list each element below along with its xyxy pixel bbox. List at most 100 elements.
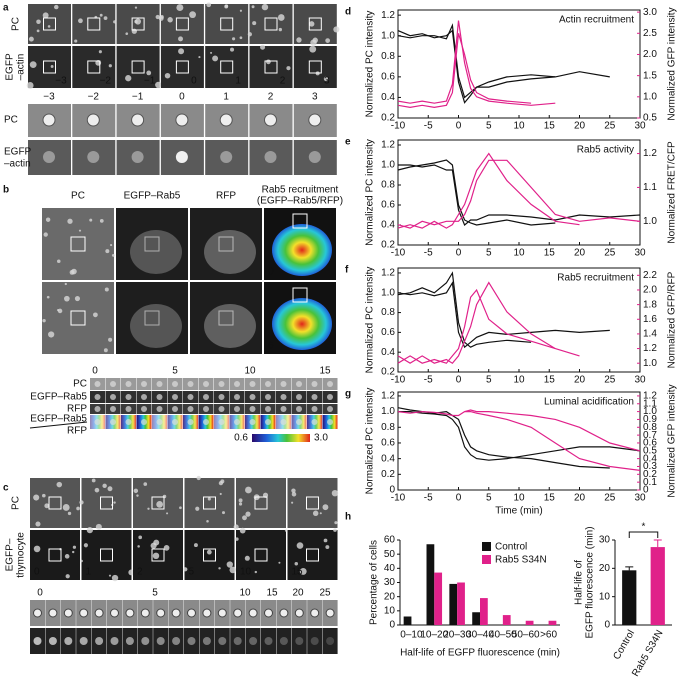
cell-spot [108,337,113,342]
cell-spot [56,481,63,488]
frame-label: 0 [191,76,197,87]
y-axis-label: Normalized PC intensity [365,388,376,495]
y-tick-label: 0.4 [381,92,395,103]
cell-spot [42,318,46,323]
vesicle [249,419,256,425]
vesicle [234,381,240,387]
roi-box [100,496,113,510]
y2-tick-label: 2.2 [643,270,657,281]
frame-label: 2 [137,567,143,578]
cell-spot [179,506,182,510]
annotation: Luminal acidification [544,397,634,408]
vesicle [94,419,101,425]
frame-label: −2 [100,76,112,87]
cell-spot [261,3,269,11]
vesicle [264,608,273,618]
row-label: EGFP [5,53,16,81]
frame-label: 1 [235,76,241,87]
x-tick-label: -5 [424,375,433,386]
vesicle [172,419,178,425]
vesicle [125,419,132,425]
micrograph [72,4,116,44]
trace [397,281,556,364]
x-tick-label: 40–50 [489,630,517,641]
vesicle [156,419,163,425]
vesicle [33,608,42,618]
vesicle [42,113,56,127]
y-axis-label: EGFP fluorescence (min) [585,526,596,638]
time-label: 1 [223,92,229,103]
trace [397,159,641,229]
roi-box [220,17,234,31]
x-tick-label: 30 [634,493,646,504]
cell-body [130,230,182,274]
vesicle [79,637,88,645]
cell-spot [103,348,108,353]
column-header: Rab5 recruitment [262,185,339,196]
vesicle [141,394,147,400]
frame-label: −1 [144,76,156,87]
cell-spot [308,21,315,27]
vesicle [219,113,233,127]
bar [457,582,465,625]
vesicle [172,381,178,387]
time-label: 10 [239,588,251,599]
cell-spot [163,545,170,551]
micrograph [30,530,80,580]
y2-axis-label: Normalized FRET/CFP [667,141,678,244]
x-axis-label: Half-life of EGFP fluorescence (min) [400,648,560,659]
cell-spot [35,521,41,527]
vesicle [234,419,240,425]
vesicle [308,113,322,127]
vesicle [280,394,287,400]
bar [472,612,480,625]
y-tick-label: 1.2 [381,391,395,402]
x-tick-label: 20–30 [443,630,471,641]
micrograph [42,208,114,280]
vesicle [327,394,333,400]
vesicle [265,381,271,387]
y2-tick-label: 0 [643,485,649,496]
cell-spot [133,488,139,494]
y-tick-label: 0.2 [381,113,395,124]
x-tick-label: -10 [391,248,406,259]
cell-spot [296,542,304,549]
y2-axis-label: Normalized GFP intensity [667,7,678,120]
x-tick-label: -10 [391,493,406,504]
cell-spot [93,312,98,318]
cell-spot [67,218,73,224]
x-tick-label: 30 [634,248,646,259]
cell-spot [226,561,233,568]
vesicle [280,381,287,387]
legend-label: Rab5 S34N [495,555,547,566]
cell-spot [235,537,239,541]
roi-box [48,548,62,562]
trace [464,409,641,452]
cell-spot [284,529,287,532]
micrograph [81,530,132,580]
trace [397,288,580,364]
vesicle [264,637,273,645]
cell-spot [29,61,37,69]
cell-spot [125,32,129,36]
cell-spot [193,543,198,548]
y-tick-label: 40 [384,563,396,574]
cell-spot [334,521,338,525]
cell-spot [232,37,236,41]
cell-body [204,230,256,274]
cell-spot [43,232,48,237]
cell-spot [125,75,132,82]
cell-spot [196,475,201,481]
roi-box [292,287,308,303]
x-tick-label: 25 [604,121,616,132]
vesicle [48,637,57,645]
panel-letter: b [3,185,9,196]
vesicle [33,637,42,645]
cell-spot [323,76,329,82]
cell-spot [266,59,271,65]
vesicle [140,608,150,618]
cell-spot [146,70,152,76]
error-bar [653,539,662,548]
